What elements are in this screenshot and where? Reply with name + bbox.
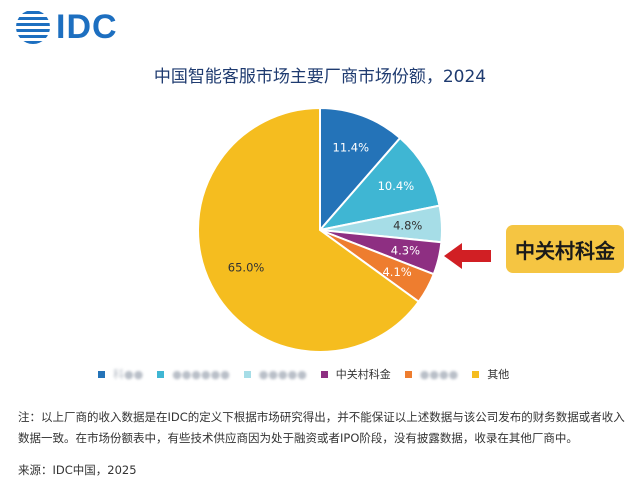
legend: 科●● ●●●●●● ●●●●● 中关村科金 ●●●● 其他 xyxy=(98,366,523,382)
callout-box: 中关村科金 xyxy=(506,225,624,273)
legend-item-2: ●●●●● xyxy=(243,367,307,381)
slice-label-5: 65.0% xyxy=(228,261,265,275)
legend-label-0: 科●● xyxy=(113,368,144,381)
legend-swatch-0 xyxy=(98,370,105,378)
legend-swatch-3 xyxy=(320,370,328,378)
legend-label-3: 中关村科金 xyxy=(335,368,391,381)
logo-text: IDC xyxy=(56,8,118,46)
pie-slice-5 xyxy=(197,106,421,353)
pie-slice-1 xyxy=(317,136,441,232)
legend-label-4: ●●●● xyxy=(419,367,459,381)
slice-label-0: 11.4% xyxy=(333,141,370,155)
pie-slice-0 xyxy=(319,106,402,233)
source-line: 来源：IDC中国，2025 xyxy=(18,463,137,477)
slice-label-3: 4.3% xyxy=(391,244,420,258)
slice-label-2: 4.8% xyxy=(393,219,422,233)
legend-label-5: 其他 xyxy=(487,368,510,381)
legend-item-0: 科●● xyxy=(98,366,143,382)
globe-icon xyxy=(16,11,50,44)
arrow-head-icon xyxy=(444,243,462,269)
legend-swatch-1 xyxy=(157,370,165,378)
arrow-shaft xyxy=(461,250,491,262)
legend-swatch-5 xyxy=(472,370,480,378)
legend-swatch-4 xyxy=(404,370,412,378)
slice-label-4: 4.1% xyxy=(382,265,411,279)
legend-item-4: ●●●● xyxy=(404,367,459,381)
legend-label-2: ●●●●● xyxy=(258,367,307,381)
legend-swatch-2 xyxy=(243,370,251,378)
legend-item-3: 中关村科金 xyxy=(320,366,391,382)
idc-logo: IDC xyxy=(14,8,118,46)
chart-title: 中国智能客服市场主要厂商市场份额，2024 xyxy=(153,67,487,87)
legend-label-1: ●●●●●● xyxy=(172,367,230,381)
callout-arrow xyxy=(444,243,491,269)
slice-label-1: 10.4% xyxy=(378,179,415,193)
legend-item-1: ●●●●●● xyxy=(157,368,230,381)
footnote: 注：以上厂商的收入数据是在IDC的定义下根据市场研究得出，并不能保证以上述数据与… xyxy=(18,410,625,445)
legend-item-5: 其他 xyxy=(472,366,509,382)
